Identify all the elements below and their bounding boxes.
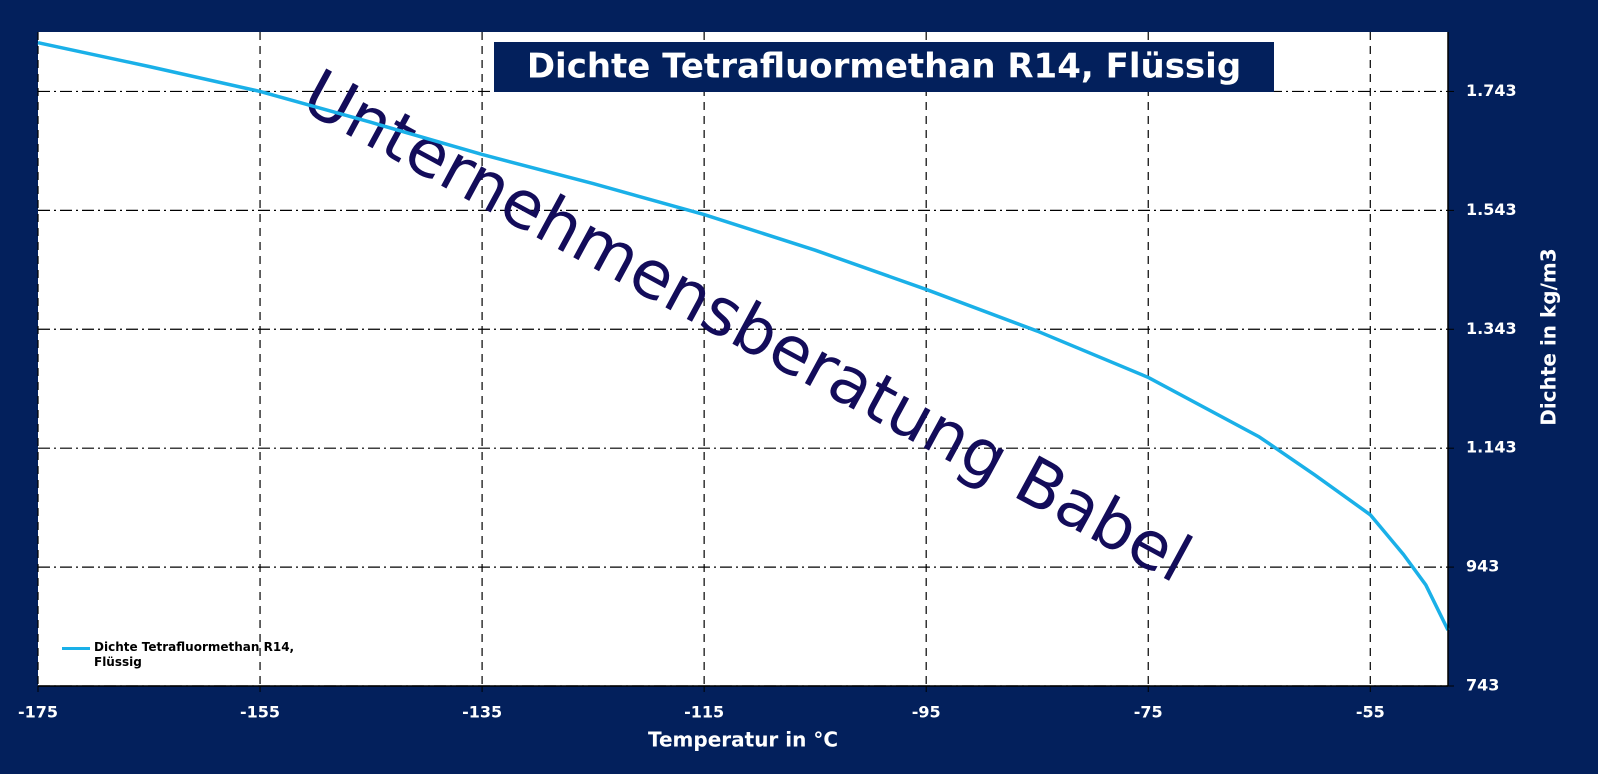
chart-title: Dichte Tetrafluormethan R14, Flüssig [527, 47, 1241, 87]
y-axis-title: Dichte in kg/m3 [1537, 248, 1561, 425]
y-tick-label: 743 [1466, 676, 1499, 695]
y-tick-label: 1.543 [1466, 200, 1517, 219]
x-tick-label: -75 [1134, 703, 1163, 722]
y-tick-label: 1.743 [1466, 81, 1517, 100]
plot-area [38, 32, 1448, 686]
x-tick-label: -115 [684, 703, 724, 722]
legend-swatch [62, 647, 90, 650]
data-line [37, 40, 1450, 631]
x-axis-title: Temperatur in °C [648, 728, 838, 752]
x-tick-label: -155 [240, 703, 280, 722]
title-box [494, 42, 1274, 92]
x-tick-label: -135 [462, 703, 502, 722]
y-tick-label: 1.343 [1466, 319, 1517, 338]
x-tick-label: -95 [912, 703, 941, 722]
x-tick-label: -55 [1356, 703, 1385, 722]
legend-label: Dichte Tetrafluormethan R14, Flüssig [94, 640, 295, 669]
series [37, 40, 1450, 631]
y-tick-label: 1.143 [1466, 438, 1517, 457]
y-tick-label: 943 [1466, 557, 1499, 576]
x-tick-label: -175 [18, 703, 58, 722]
legend: Dichte Tetrafluormethan R14, Flüssig [62, 640, 295, 669]
